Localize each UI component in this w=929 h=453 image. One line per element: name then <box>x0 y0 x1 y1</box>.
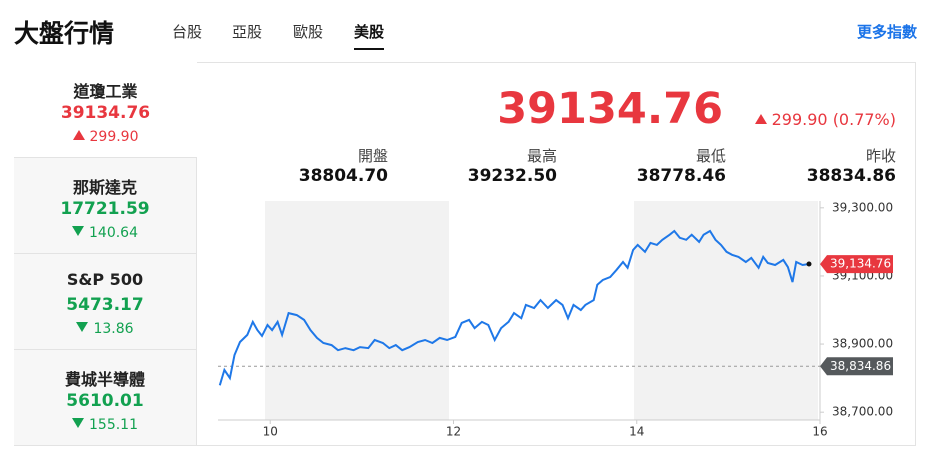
index-change: 299.90 <box>14 129 197 145</box>
x-tick-label: 16 <box>812 425 827 439</box>
change: 155.11 <box>89 417 138 433</box>
change: 299.90 <box>89 129 139 145</box>
index-price: 5473.17 <box>66 295 144 315</box>
page-title: 大盤行情 <box>14 19 115 48</box>
index-change: 13.86 <box>14 321 196 337</box>
change: 140.64 <box>89 225 138 241</box>
index-price: 39134.76 <box>60 103 151 123</box>
x-tick-label: 12 <box>446 425 461 439</box>
price-line <box>218 229 810 386</box>
y-tick-label: 38,900.00 <box>832 337 893 351</box>
tab[interactable]: 台股 <box>172 23 203 41</box>
last-price-label: 39,134.76 <box>830 257 891 271</box>
stat-value: 38804.70 <box>298 166 388 186</box>
tab[interactable]: 亞股 <box>232 23 263 41</box>
reference-tag <box>820 357 893 376</box>
index-price: 5610.01 <box>66 391 144 411</box>
y-tick-label: 38,700.00 <box>832 405 893 419</box>
stat-label: 開盤 <box>357 147 388 165</box>
change-pct: (0.77%) <box>832 110 896 129</box>
quote-price: 39134.76 <box>497 84 723 134</box>
change: 299.90 <box>771 110 828 129</box>
index-name: 道瓊工業 <box>73 82 138 101</box>
trend-arrow <box>76 322 89 332</box>
quote-change: 299.90 (0.77%) <box>754 110 896 129</box>
index-change: 155.11 <box>14 417 196 433</box>
more-link[interactable]: 更多指數 <box>856 23 917 41</box>
tab[interactable]: 美股 <box>354 21 385 50</box>
last-point <box>806 261 812 267</box>
stat-value: 39232.50 <box>467 166 557 186</box>
x-tick-label: 10 <box>263 425 278 439</box>
reference-label: 38,834.86 <box>830 359 891 373</box>
trend-arrow <box>72 130 85 140</box>
trend-arrow <box>72 418 84 428</box>
index-name: S&P 500 <box>66 270 144 289</box>
index-row[interactable]: 費城半導體 5610.01 155.11 <box>14 350 197 446</box>
index-row[interactable]: 那斯達克 17721.59 140.64 <box>14 158 197 254</box>
index-name: 費城半導體 <box>64 370 145 389</box>
y-tick-label: 39,300.00 <box>832 200 893 214</box>
change: 13.86 <box>93 321 134 337</box>
x-tick-label: 14 <box>629 425 644 439</box>
session-band <box>265 201 449 420</box>
session-band <box>634 201 818 420</box>
stat-value: 38834.86 <box>806 166 896 186</box>
index-row[interactable]: S&P 500 5473.17 13.86 <box>14 254 197 350</box>
trend-arrow <box>754 114 767 124</box>
stat-label: 最高 <box>526 147 557 165</box>
index-change: 140.64 <box>14 225 196 241</box>
stat-label: 昨收 <box>865 147 896 165</box>
index-price: 17721.59 <box>60 199 150 219</box>
index-list: 道瓊工業 39134.76 299.90 那斯達克 17721.59 140.64 S&P … <box>14 62 197 446</box>
tab[interactable]: 歐股 <box>293 23 324 41</box>
last-price-tag <box>820 255 893 274</box>
stat-label: 最低 <box>695 147 726 165</box>
stat-value: 38778.46 <box>636 166 726 186</box>
index-name: 那斯達克 <box>72 178 137 197</box>
trend-arrow <box>72 226 84 236</box>
index-row[interactable]: 道瓊工業 39134.76 299.90 <box>14 62 197 158</box>
